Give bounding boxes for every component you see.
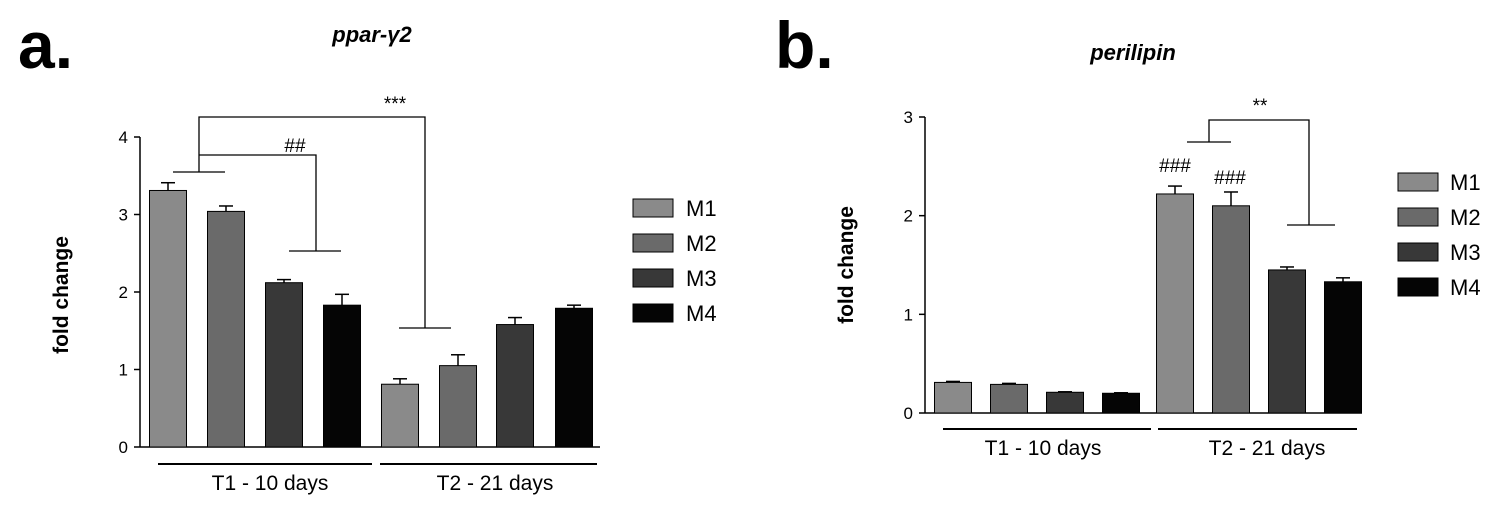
panel-a-annotation-hash: ## [284, 136, 306, 157]
panel-b-group-label-t2: T2 - 21 days [1209, 437, 1326, 460]
panel-b-annotation-hash-m1: ### [1159, 156, 1191, 177]
panel-a-bar-m3-g1 [265, 282, 303, 448]
legend-b-swatch-m3 [1397, 242, 1439, 262]
legend-b-label-m2: M2 [1450, 205, 1481, 230]
panel-b-bar-m1-g1 [934, 381, 972, 414]
panel-a-bar-m4-g1 [323, 304, 361, 448]
panel-a-group-label-t1: T1 - 10 days [212, 472, 329, 495]
panel-b-letter: b. [775, 8, 834, 82]
panel-a-letter: a. [18, 8, 73, 82]
panel-b: b. perilipin fold change 0 1 2 3 T1 - 10 da… [775, 8, 1481, 460]
legend-a-label-m1: M1 [686, 196, 717, 221]
panel-a-y-tick-label: 1 [119, 361, 128, 380]
legend-a-label-m2: M2 [686, 231, 717, 256]
panel-b-title: perilipin [1089, 40, 1176, 65]
panel-b-bar-m4-g1 [1102, 392, 1140, 414]
panel-a-bar-m3-g2 [496, 324, 534, 448]
panel-a-bar-m4-g2 [555, 307, 593, 448]
panel-b-bar-m2-g1 [990, 383, 1028, 414]
panel-b-bars [934, 185, 1362, 414]
panel-a-bar-m2-g1 [207, 210, 245, 448]
panel-a-y-axis-label: fold change [50, 236, 73, 354]
panel-a: a. ppar-γ2 fold change 0 1 2 3 4 T1 - 10 day… [18, 8, 717, 495]
panel-a-bar-m2-g2 [439, 365, 477, 448]
legend-b-swatch-m4 [1397, 277, 1439, 297]
legend-b-label-m1: M1 [1450, 170, 1481, 195]
panel-b-bar-m2-g2 [1212, 205, 1250, 414]
panel-a-y-tick-label: 3 [119, 206, 128, 225]
legend-a-swatch-m4 [632, 303, 674, 323]
panel-a-annotation-stars: *** [384, 94, 407, 115]
panel-b-y-tick-label: 1 [904, 305, 913, 324]
panel-a-title: ppar-γ2 [331, 22, 412, 47]
panel-a-y-tick-label: 4 [119, 128, 128, 147]
panel-b-y-axis-label: fold change [835, 206, 858, 324]
panel-a-bar-m1-g2 [381, 383, 419, 448]
legend-b-label-m4: M4 [1450, 275, 1481, 300]
panel-b-annotation-hash-m2: ### [1214, 168, 1246, 189]
panel-b-y-tick-label: 3 [904, 108, 913, 127]
panel-a-group-label-t2: T2 - 21 days [437, 472, 554, 495]
legend-a-swatch-m1 [632, 198, 674, 218]
legend-a-label-m3: M3 [686, 266, 717, 291]
panel-b-annotation-stars: ** [1253, 96, 1268, 117]
panel-b-group-label-t1: T1 - 10 days [985, 437, 1102, 460]
panel-a-y-tick-label: 0 [119, 438, 128, 457]
panel-b-legend: M1 M2 M3 M4 [1397, 170, 1481, 300]
panel-b-y-tick-label: 0 [904, 404, 913, 423]
panel-a-bars [149, 181, 593, 448]
legend-a-swatch-m3 [632, 268, 674, 288]
legend-b-swatch-m1 [1397, 172, 1439, 192]
legend-a-swatch-m2 [632, 233, 674, 253]
panel-a-legend: M1 M2 M3 M4 [632, 196, 717, 326]
panel-b-bar-m3-g2 [1268, 269, 1306, 414]
panel-a-bar-m1-g1 [149, 189, 187, 448]
panel-b-y-tick-label: 2 [904, 207, 913, 226]
panel-a-y-tick-label: 2 [119, 283, 128, 302]
panel-b-bar-m1-g2 [1156, 193, 1194, 414]
legend-b-swatch-m2 [1397, 207, 1439, 227]
panel-a-significance-brackets [173, 116, 451, 329]
panel-b-significance-brackets [1187, 119, 1335, 226]
panel-b-bar-m4-g2 [1324, 281, 1362, 414]
legend-a-label-m4: M4 [686, 301, 717, 326]
panel-b-bar-m3-g1 [1046, 391, 1084, 414]
legend-b-label-m3: M3 [1450, 240, 1481, 265]
